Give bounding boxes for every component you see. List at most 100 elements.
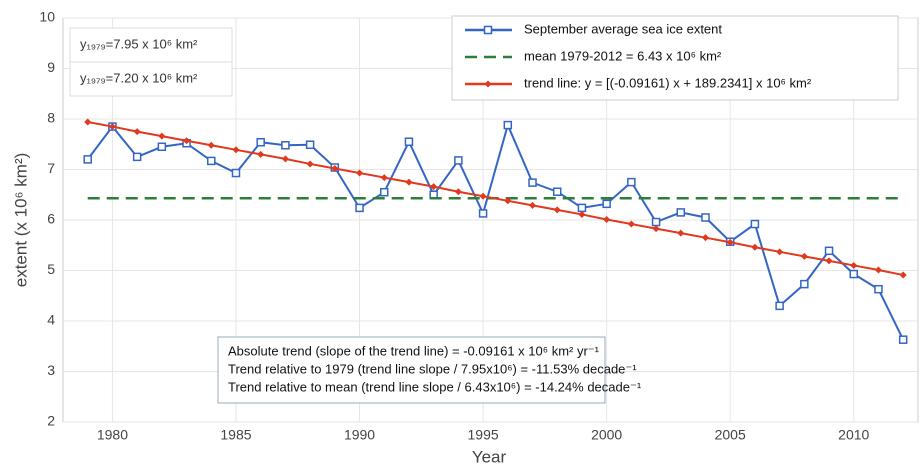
y-tick-label: 2 bbox=[47, 413, 55, 429]
marker bbox=[825, 257, 833, 265]
marker bbox=[504, 197, 512, 205]
marker bbox=[404, 137, 414, 146]
marker bbox=[651, 217, 661, 227]
marker bbox=[603, 215, 611, 223]
marker bbox=[478, 209, 488, 218]
y-tick-label: 4 bbox=[47, 312, 55, 328]
marker bbox=[380, 174, 388, 182]
marker bbox=[356, 169, 364, 177]
annotation-box bbox=[69, 61, 233, 97]
marker bbox=[231, 168, 241, 178]
y-tick-label: 8 bbox=[47, 110, 55, 126]
notes-box bbox=[217, 336, 606, 404]
marker bbox=[305, 140, 315, 150]
marker bbox=[454, 156, 463, 165]
marker bbox=[207, 141, 215, 149]
marker bbox=[552, 187, 562, 196]
marker bbox=[379, 187, 389, 197]
marker bbox=[553, 206, 561, 214]
series-line bbox=[87, 121, 904, 277]
legend-label: mean 1979-2012 = 6.43 x 10⁶ km² bbox=[524, 48, 722, 63]
marker bbox=[874, 284, 883, 294]
marker bbox=[133, 128, 141, 136]
marker bbox=[578, 210, 586, 218]
marker bbox=[528, 178, 537, 187]
marker bbox=[256, 137, 265, 147]
marker bbox=[676, 208, 686, 217]
marker bbox=[281, 155, 289, 163]
marker bbox=[701, 213, 710, 222]
y-tick-label: 6 bbox=[47, 211, 55, 227]
marker bbox=[132, 152, 142, 162]
y-tick-label: 5 bbox=[47, 261, 55, 277]
marker bbox=[183, 137, 191, 145]
marker bbox=[602, 199, 611, 209]
marker bbox=[503, 120, 513, 130]
marker bbox=[483, 25, 493, 35]
marker bbox=[430, 183, 438, 191]
marker bbox=[701, 234, 709, 242]
x-tick-label: 2005 bbox=[715, 427, 746, 443]
marker bbox=[652, 225, 660, 233]
marker bbox=[331, 164, 339, 172]
annotation: y₁₉₇₉=7.95 x 10⁶ km² bbox=[80, 36, 198, 51]
marker bbox=[257, 150, 265, 158]
marker bbox=[355, 203, 364, 213]
marker bbox=[158, 132, 166, 140]
y-tick-label: 9 bbox=[47, 59, 55, 75]
marker bbox=[898, 335, 908, 344]
note: Trend relative to 1979 (trend line slope… bbox=[228, 361, 637, 376]
annotation: y₁₉₇₉=7.20 x 10⁶ km² bbox=[80, 70, 198, 85]
marker bbox=[529, 201, 537, 209]
marker bbox=[84, 118, 92, 126]
series-line bbox=[86, 122, 905, 341]
marker bbox=[108, 123, 116, 131]
marker bbox=[849, 269, 859, 279]
y-tick-label: 10 bbox=[39, 9, 55, 25]
x-tick-label: 2000 bbox=[591, 427, 622, 443]
marker bbox=[775, 301, 784, 311]
y-tick-label: 7 bbox=[47, 160, 55, 176]
marker bbox=[800, 252, 808, 260]
marker bbox=[207, 156, 216, 166]
marker bbox=[677, 229, 685, 237]
marker bbox=[232, 146, 240, 154]
legend-label: September average sea ice extent bbox=[524, 21, 722, 36]
x-tick-label: 2010 bbox=[838, 427, 869, 443]
marker bbox=[281, 141, 290, 150]
marker bbox=[484, 80, 492, 88]
marker bbox=[577, 203, 587, 213]
marker bbox=[776, 248, 784, 256]
marker bbox=[850, 261, 858, 269]
marker bbox=[874, 266, 882, 274]
legend bbox=[451, 15, 899, 101]
marker bbox=[405, 178, 413, 186]
marker bbox=[479, 192, 487, 200]
x-tick-label: 1985 bbox=[220, 427, 251, 443]
x-tick-label: 1995 bbox=[468, 427, 499, 443]
x-tick-label: 1980 bbox=[97, 427, 128, 443]
marker bbox=[899, 271, 907, 279]
x-tick-label: 1990 bbox=[344, 427, 375, 443]
marker bbox=[83, 155, 92, 164]
note: Trend relative to mean (trend line slope… bbox=[228, 379, 642, 394]
note: Absolute trend (slope of the trend line)… bbox=[228, 343, 600, 358]
marker bbox=[454, 188, 462, 196]
marker bbox=[751, 243, 759, 251]
marker bbox=[824, 246, 834, 256]
x-axis-label: Year bbox=[472, 447, 507, 466]
legend-label: trend line: y = [(-0.09161) x + 189.2341… bbox=[524, 75, 812, 90]
y-tick-label: 3 bbox=[47, 362, 55, 378]
marker bbox=[627, 220, 635, 228]
marker bbox=[726, 238, 734, 246]
marker bbox=[157, 142, 167, 152]
marker bbox=[750, 219, 760, 229]
annotation-box bbox=[69, 27, 233, 63]
marker bbox=[306, 160, 314, 168]
legend-entries: September average sea ice extent mean 197… bbox=[465, 21, 812, 90]
y-axis-label: extent (x 10⁶ km²) bbox=[11, 153, 30, 288]
marker bbox=[800, 279, 809, 289]
marks bbox=[83, 118, 908, 344]
marker bbox=[627, 177, 636, 187]
